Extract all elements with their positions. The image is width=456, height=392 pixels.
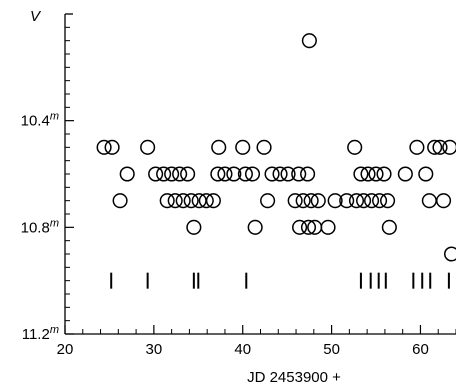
data-point <box>119 166 135 182</box>
data-point <box>320 219 336 235</box>
data-point <box>364 193 380 209</box>
axes <box>64 13 456 335</box>
observation-markers <box>110 272 450 289</box>
data-point <box>205 193 221 209</box>
data-point <box>264 166 280 182</box>
data-point <box>436 193 452 209</box>
data-point <box>327 193 343 209</box>
x-tick-label: 40 <box>234 341 251 358</box>
data-point <box>348 193 365 209</box>
data-point <box>442 139 456 155</box>
y-axis-label: V <box>30 8 42 25</box>
data-point <box>260 193 276 209</box>
data-point <box>347 139 363 155</box>
data-point <box>291 166 307 182</box>
data-point <box>381 219 397 235</box>
data-point <box>300 166 316 182</box>
data-point <box>172 166 188 182</box>
data-point <box>159 193 175 209</box>
data-point <box>409 139 425 155</box>
data-point <box>292 219 308 235</box>
data-point <box>310 193 326 209</box>
data-point <box>339 193 355 209</box>
data-point <box>303 193 319 209</box>
data-point <box>167 193 183 209</box>
data-point <box>372 193 388 209</box>
data-points <box>96 33 456 262</box>
data-point <box>140 139 156 155</box>
data-point <box>210 166 226 182</box>
x-ticks: 20 30 40 50 60 <box>57 325 456 358</box>
data-point <box>237 166 253 182</box>
data-point <box>427 139 443 155</box>
data-point <box>186 219 202 235</box>
data-point <box>175 193 191 209</box>
x-axis-label: JD 2453900 + <box>247 369 341 386</box>
x-tick-label: 60 <box>412 341 429 358</box>
data-point <box>148 166 164 182</box>
data-point <box>256 139 272 155</box>
data-point <box>112 193 128 209</box>
data-point <box>235 139 251 155</box>
data-point <box>356 193 372 209</box>
y-tick-label: 10.4m <box>21 111 59 130</box>
data-point <box>226 166 242 182</box>
data-point <box>368 166 384 182</box>
data-point <box>211 139 227 155</box>
data-point <box>444 246 456 262</box>
data-point <box>217 166 233 182</box>
data-point <box>183 193 199 209</box>
data-point <box>376 166 392 182</box>
x-tick-label: 20 <box>57 341 74 358</box>
data-point <box>432 139 448 155</box>
data-point <box>295 193 311 209</box>
data-point <box>180 166 196 182</box>
data-point <box>244 166 261 182</box>
data-point <box>164 166 180 182</box>
data-point <box>272 166 288 182</box>
data-point <box>380 193 396 209</box>
data-point <box>104 139 120 155</box>
data-point <box>287 193 303 209</box>
y-ticks: 10.4m 10.8m 11.2m <box>21 13 74 343</box>
data-point <box>353 166 369 182</box>
data-point <box>156 166 172 182</box>
data-point <box>96 139 112 155</box>
data-point <box>247 219 263 235</box>
data-point <box>360 166 376 182</box>
data-point <box>300 219 317 235</box>
y-tick-label: 11.2m <box>22 324 59 343</box>
data-point <box>280 166 296 182</box>
data-point <box>301 33 317 49</box>
data-point <box>198 193 214 209</box>
x-tick-label: 30 <box>146 341 163 358</box>
data-point <box>397 166 413 182</box>
y-tick-label: 10.8m <box>21 217 59 236</box>
data-point <box>418 166 434 182</box>
data-point <box>421 193 437 209</box>
x-tick-label: 50 <box>323 341 340 358</box>
